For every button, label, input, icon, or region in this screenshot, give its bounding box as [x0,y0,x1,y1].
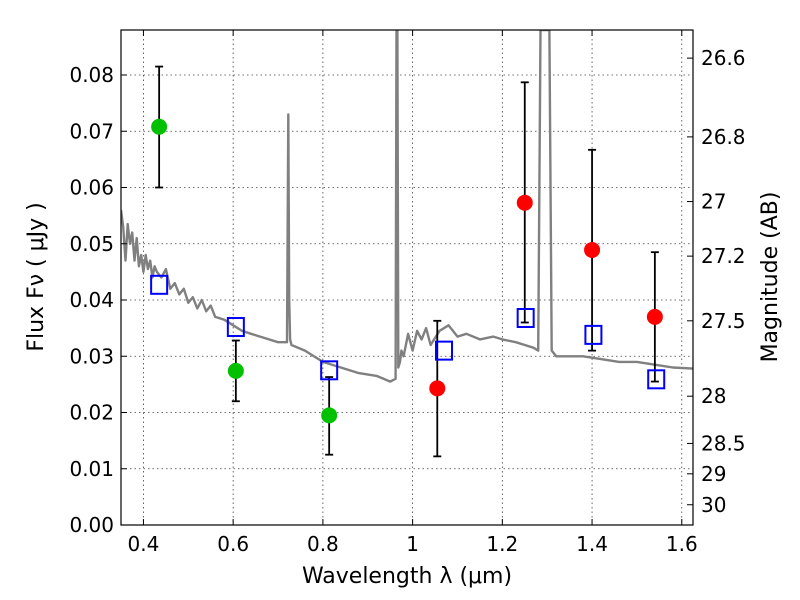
y-tick-label: 0.03 [69,344,114,368]
y-tick-label: 0.04 [69,288,114,312]
data-marks [150,65,666,458]
y2-tick-label: 28 [701,384,726,408]
y-tick-label: 0.01 [69,457,114,481]
y2-tick-label: 27.2 [701,244,746,268]
y2-tick-label: 28.5 [701,431,746,455]
y2-tick-label: 30 [701,493,726,517]
x-tick-label: 1.6 [666,532,698,556]
model-point [150,274,169,295]
y-tick-label: 0.00 [69,513,114,537]
x-tick-label: 1 [406,532,419,556]
grid [121,30,693,526]
model-point [320,360,339,381]
y2-tick-label: 29 [701,462,726,486]
model-point [435,340,454,361]
y-tick-label: 0.07 [69,119,114,143]
y-axis-title: Flux Fν ( μJy ) [24,202,49,351]
x-tick-label: 0.6 [217,532,249,556]
model-point [226,317,245,337]
y2-tick-label: 26.8 [701,125,746,149]
y2-tick-label: 26.6 [701,46,746,70]
data-point [321,407,338,424]
model-point [647,369,666,390]
axis-ticks: 0.4 0.6 0.8 1 1.2 1.4 1.6 0.00 0.01 0.02 0.03 0.04 0… [69,30,746,556]
y-tick-label: 0.05 [69,232,114,256]
x-axis-title: Wavelength λ (μm) [302,564,512,589]
x-tick-label: 0.4 [128,532,160,556]
data-point [584,241,601,258]
data-point [429,380,446,397]
model-point [516,308,535,328]
y-tick-label: 0.06 [69,176,114,200]
model-point [584,324,603,345]
data-point [151,118,168,135]
x-tick-label: 1.2 [486,532,518,556]
data-point [227,362,244,379]
y-tick-label: 0.08 [69,63,114,87]
data-point [516,194,533,211]
y2-tick-label: 27 [701,190,726,214]
y-tick-label: 0.02 [69,401,114,425]
y2-axis-title: Magnitude (AB) [758,192,783,363]
y2-tick-label: 27.5 [701,309,746,333]
x-tick-label: 1.4 [576,532,608,556]
data-point [646,308,663,325]
x-tick-label: 0.8 [307,532,339,556]
plot-frame [120,29,694,526]
